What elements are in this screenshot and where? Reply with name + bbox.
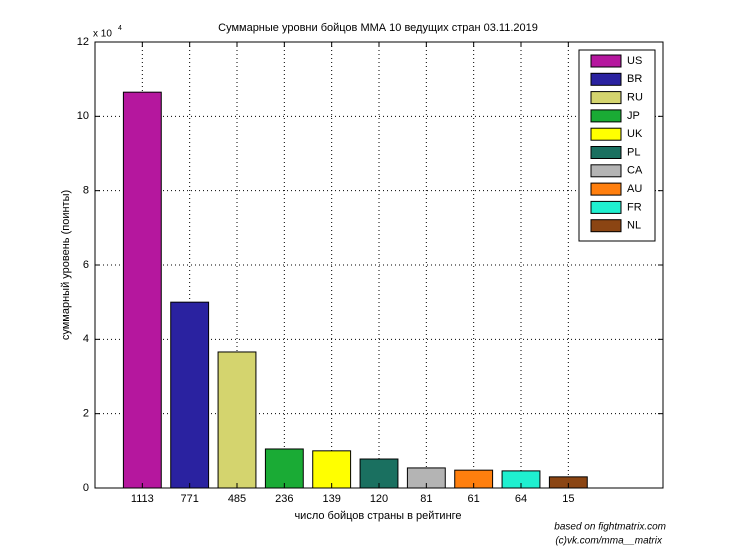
legend-label: AU: [627, 183, 642, 195]
x-tick-label: 61: [468, 493, 480, 505]
legend-label: FR: [627, 201, 642, 213]
legend-swatch: [590, 109, 622, 123]
bar: [122, 91, 162, 489]
legend-label: UK: [627, 128, 643, 140]
bar: [170, 301, 210, 489]
x-tick-label: 64: [515, 493, 527, 505]
legend-swatch: [590, 200, 622, 214]
legend-label: RU: [627, 92, 643, 104]
y-multiplier: x 10: [93, 29, 112, 40]
legend-label: JP: [627, 110, 640, 122]
credit: (c)vk.com/mma__matrix: [555, 536, 663, 547]
x-tick-label: 236: [275, 493, 293, 505]
y-tick-label: 12: [77, 36, 89, 48]
x-tick-label: 139: [322, 493, 340, 505]
x-tick-label: 485: [228, 493, 246, 505]
y-tick-label: 4: [83, 333, 89, 345]
legend-swatch: [590, 72, 622, 86]
y-axis-label: суммарный уровень (поинты): [60, 190, 72, 340]
credit: based on fightmatrix.com: [554, 522, 666, 533]
legend-swatch: [590, 91, 622, 105]
bar: [217, 351, 257, 489]
legend-label: CA: [627, 165, 643, 177]
legend-swatch: [590, 182, 622, 196]
legend-label: US: [627, 55, 642, 67]
y-multiplier-exponent: 4: [118, 25, 122, 32]
y-tick-label: 10: [77, 110, 89, 122]
x-tick-label: 1113: [131, 493, 154, 505]
x-axis-label: число бойцов страны в рейтинге: [294, 510, 461, 522]
legend-label: PL: [627, 146, 640, 158]
chart-title: Суммарные уровни бойцов ММА 10 ведущих с…: [218, 22, 538, 34]
y-tick-label: 8: [83, 185, 89, 197]
legend-swatch: [590, 146, 622, 159]
plot-frame: [94, 41, 664, 489]
x-tick-label: 120: [370, 493, 388, 505]
legend-swatch: [590, 164, 622, 178]
legend-label: BR: [627, 73, 642, 85]
legend-swatch: [590, 127, 622, 141]
legend-swatch: [590, 54, 622, 68]
x-tick-label: 81: [420, 493, 432, 505]
y-tick-label: 2: [83, 408, 89, 420]
y-tick-label: 6: [83, 259, 89, 271]
x-tick-label: 15: [562, 493, 574, 505]
x-tick-label: 771: [180, 493, 198, 505]
legend-label: NL: [627, 220, 641, 232]
y-tick-label: 0: [83, 482, 89, 494]
legend-swatch: [590, 219, 622, 233]
bar: [312, 450, 352, 489]
bar: [264, 448, 304, 489]
